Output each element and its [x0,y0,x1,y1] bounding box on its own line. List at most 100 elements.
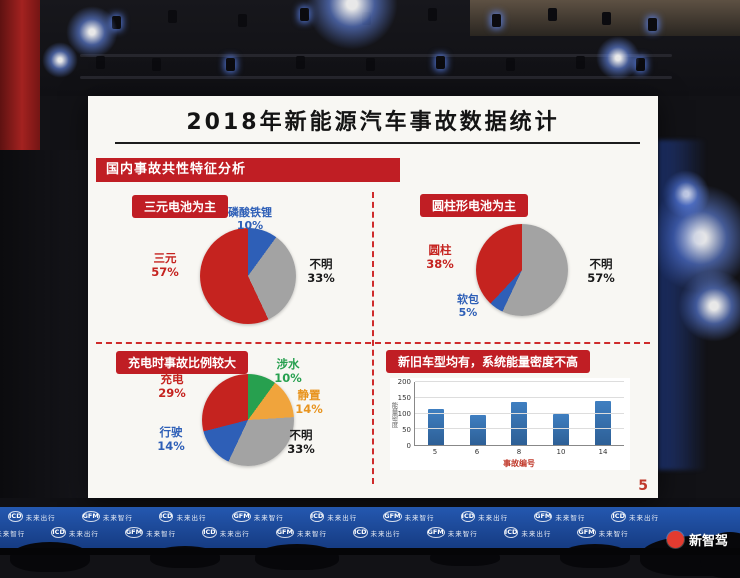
stage-light-icon [428,8,437,21]
bar [511,402,528,445]
y-tick-label: 150 [397,394,411,402]
wall-logo-mark-icon: ICD [611,511,626,522]
wall-logo-text: 未来出行 [25,513,56,522]
wall-logo-text: 未来智行 [296,529,327,538]
q1-banner: 三元电池为主 [132,195,229,218]
wall-logo-text: 未来智行 [598,529,629,538]
stage-left-shadow [0,150,88,555]
bar [553,413,570,445]
wall-logo-text: 未来出行 [219,529,250,538]
wall-logo-mark-icon: GFM [577,527,596,538]
pie-label: 静置 14% [295,388,323,417]
pie-label-pct: 10% [274,370,302,385]
wall-logo-text: 未来出行 [176,513,207,522]
pie-label-name: 静置 [297,388,321,402]
wall-logo-mark-icon: ICD [309,511,325,522]
pie-label-name: 不明 [289,428,313,442]
pie-label: 圆柱 38% [426,243,454,272]
stage-light-icon [576,56,585,69]
dashed-divider-horizontal [96,342,650,344]
pie-label: 软包 5% [457,293,479,319]
gridline [415,396,624,398]
wall-row: GFM未来智行ICD未来出行GFM未来智行ICD未来出行GFM未来智行ICD未来… [0,527,740,538]
x-tick-label: 6 [474,448,480,456]
wall-logo-mark-icon: GFM [232,511,251,522]
wall-logo-text: 未来智行 [102,513,133,522]
pie-label: 不明 33% [307,257,335,286]
gridline [415,381,624,382]
wall-logo-text: 未来智行 [447,529,478,538]
backdrop-wall: ICD 未来出行 GFM 未来智行 ICD 未来出行 GFM 未来智行 ICD 未来出行 GFM 未来… [0,507,740,550]
pie-label-name: 三元 [153,251,177,265]
wall-logo-mark-icon: ICD [8,511,23,522]
bar-chart: 能量密度 0 50 100 150 200 5 6 8 10 14 事故编号 [390,378,630,470]
stage-light-icon [548,8,557,21]
gridline [415,428,624,430]
wall-logo: ICD 未来出行 [503,527,552,538]
bar-chart-yaxis: 0 50 100 150 200 [397,378,413,450]
pie-label: 充电 29% [158,372,186,401]
wall-logo-mark-icon: ICD [503,527,519,538]
dashed-divider-vertical [372,192,374,484]
pie-label-pct: 38% [426,256,454,271]
pie-label-pct: 14% [157,438,185,453]
pie-label-pct: 29% [158,385,186,400]
wall-logo-text: 未来智行 [146,529,177,538]
wall-logo-mark-icon: ICD [158,511,174,522]
wall-logo: ICD 未来出行 [51,527,99,538]
wall-logo: ICD 未来出行 [352,527,401,538]
stage-light-icon [238,14,247,27]
q4-banner: 新旧车型均有，系统能量密度不高 [386,350,591,373]
stage-light-icon [602,12,611,25]
stage-gap [0,498,740,507]
gridline [415,412,624,414]
wall-logo-text: 未来出行 [628,513,659,522]
x-tick-label: 5 [432,448,438,456]
bar-plot [414,381,624,446]
bar-column [582,382,624,445]
wall-logo-text: 未来智行 [404,513,435,522]
pie-label-name: 磷酸铁锂 [228,206,272,219]
stage-light-icon [436,56,445,69]
pie-label-pct: 57% [151,264,179,279]
bar-chart-ylabel: 能量密度 [390,402,398,428]
wall-logo-mark-icon: ICD [460,511,476,522]
wall-logo-text: 未来出行 [478,513,509,522]
wall-logo-mark-icon: GFM [124,527,144,538]
wall-logo-mark-icon: GFM [383,511,402,522]
pie-chart-charging [202,374,294,466]
wall-logo-text: 未来出行 [327,513,358,522]
wall-logo: ICD 未来出行 [309,511,358,522]
slide-title: 2018年新能源汽车事故数据统计 [186,110,560,135]
bar-column [457,382,499,445]
watermark: 新智驾 [666,530,728,549]
x-tick-label: 14 [598,448,608,456]
title-underline [115,142,640,144]
pie-label-name: 充电 [160,372,184,386]
stage-light-icon [168,10,177,23]
wall-logo-mark-icon: GFM [426,527,445,538]
wall-logo: ICD 未来出行 [202,527,250,538]
pie-label-pct: 57% [587,270,615,285]
pie-label-pct: 14% [295,401,323,416]
watermark-text: 新智驾 [688,534,728,549]
wall-logo-text: 未来智行 [0,529,26,538]
pie-label-name: 不明 [589,257,613,271]
stage-light-icon [636,58,645,71]
pie-label-pct: 33% [287,441,315,456]
stage-light-icon [96,56,105,69]
x-tick-label: 8 [516,448,522,456]
stage-light-icon [152,58,161,71]
wall-logo-text: 未来智行 [253,513,284,522]
wall-logo: ICD 未来出行 [460,511,509,522]
bottom-shadow [0,548,740,555]
y-tick-label: 0 [406,442,411,450]
wall-logo-mark-icon: ICD [352,527,368,538]
wall-logo: ICD 未来出行 [611,511,659,522]
